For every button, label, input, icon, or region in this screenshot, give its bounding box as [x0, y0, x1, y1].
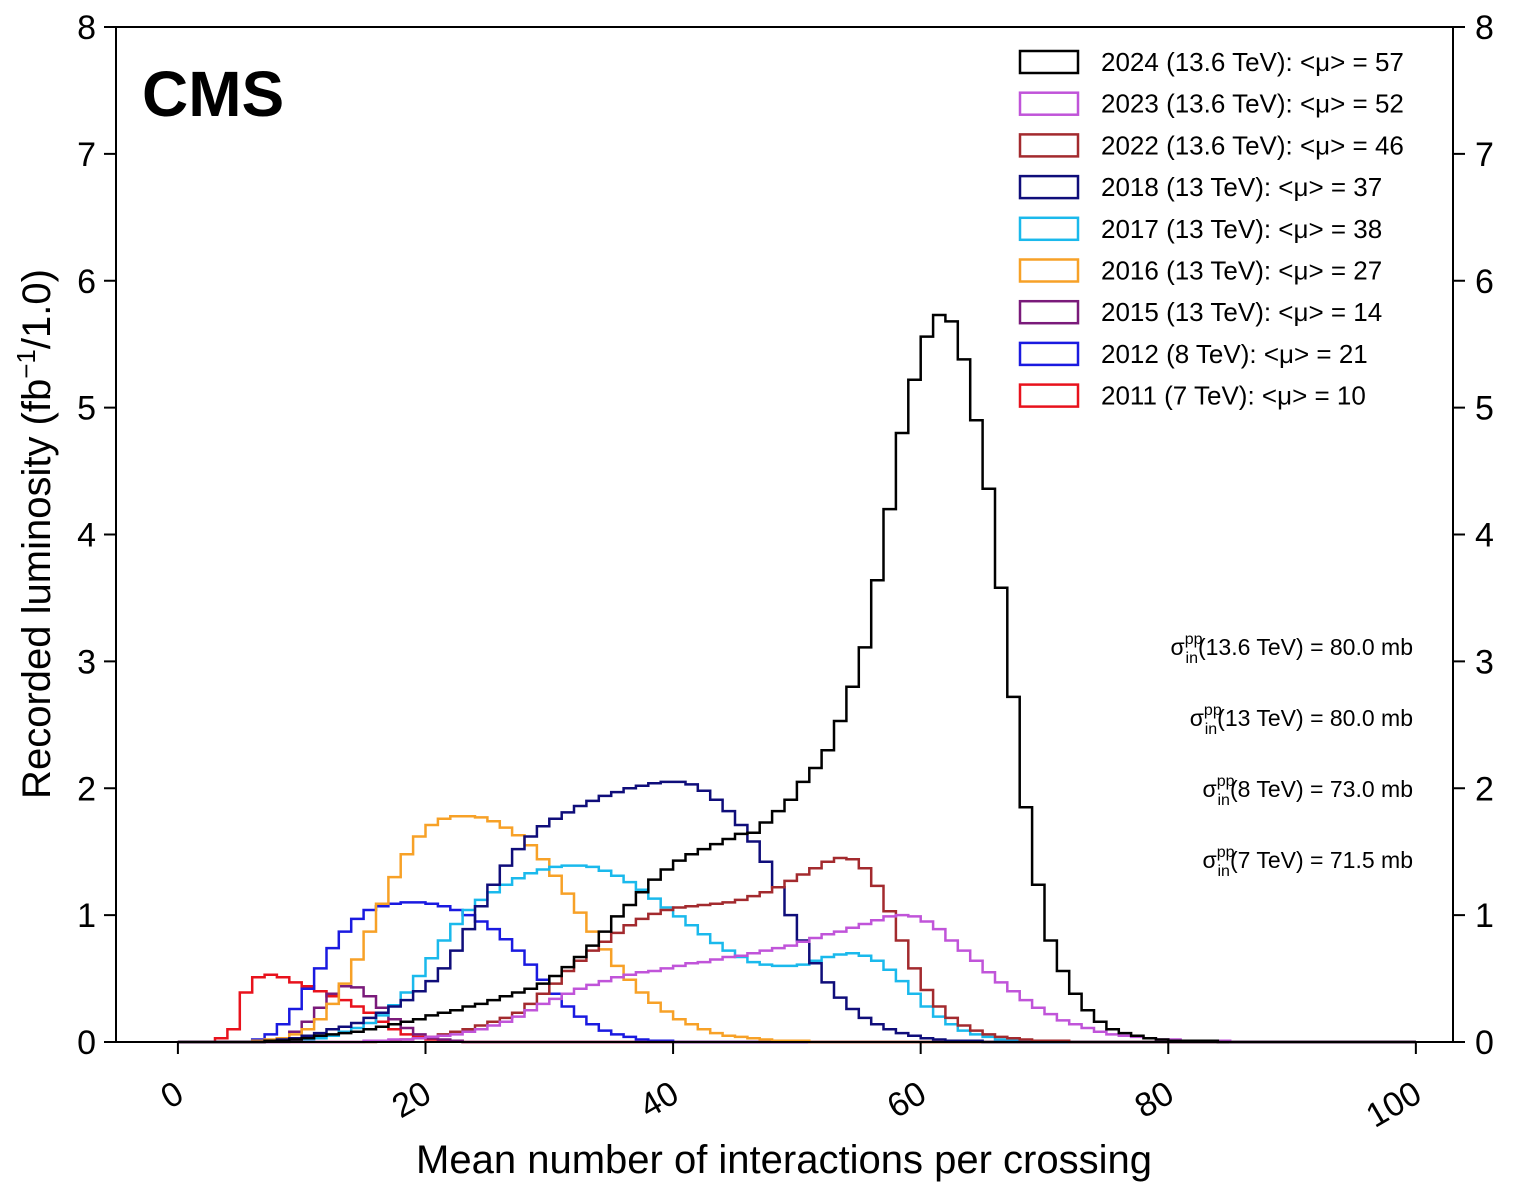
- y-tick-label-left: 0: [77, 1024, 96, 1062]
- legend-swatch: [1018, 216, 1080, 242]
- y-axis-title-suffix: /1.0): [15, 269, 59, 349]
- cross-section-value: (13.6 TeV) = 80.0 mb: [1198, 634, 1413, 660]
- y-tick-label-right: 6: [1475, 263, 1494, 301]
- x-axis-title: Mean number of interactions per crossing: [416, 1138, 1152, 1182]
- x-tick-label: 80: [1129, 1074, 1181, 1126]
- cross-section-label: σpp in(13 TeV) = 80.0 mb: [1190, 702, 1413, 738]
- y-tick-label-right: 3: [1475, 643, 1494, 681]
- legend-swatch: [1018, 91, 1080, 116]
- cross-section-label: σpp in(13.6 TeV) = 80.0 mb: [1171, 631, 1413, 667]
- legend-entry-2023: 2023 (13.6 TeV): <μ> = 52: [1018, 89, 1404, 119]
- legend-swatch: [1018, 258, 1080, 283]
- y-axis-title-sup: −1: [11, 349, 41, 379]
- legend: 2024 (13.6 TeV): <μ> = 57 2023 (13.6 TeV)…: [1018, 47, 1404, 411]
- y-axis-title: Recorded luminosity (fb−1/1.0): [11, 269, 59, 799]
- y-tick-label-left: 1: [77, 897, 96, 935]
- x-tick-label: 40: [633, 1074, 685, 1126]
- legend-entry-2011: 2011 (7 TeV): <μ> = 10: [1018, 381, 1366, 411]
- series-layer: [177, 313, 1416, 1044]
- y-tick-label-right: 1: [1475, 897, 1494, 935]
- series-2024-histogram: [177, 313, 1416, 1044]
- y-tick-label-left: 5: [77, 390, 96, 428]
- legend-label: 2011 (7 TeV): <μ> = 10: [1101, 381, 1366, 411]
- cross-section-value: (8 TeV) = 73.0 mb: [1230, 776, 1413, 802]
- y-tick-label-right: 7: [1475, 136, 1494, 174]
- y-tick-label-right: 0: [1475, 1024, 1494, 1062]
- y-tick-label-right: 2: [1475, 770, 1494, 808]
- y-axis-title-prefix: Recorded luminosity (fb: [15, 379, 59, 799]
- x-tick-label: 100: [1360, 1074, 1428, 1135]
- legend-label: 2023 (13.6 TeV): <μ> = 52: [1101, 89, 1404, 119]
- legend-entry-2012: 2012 (8 TeV): <μ> = 21: [1018, 339, 1368, 369]
- y-tick-label-left: 3: [77, 643, 96, 681]
- legend-label: 2015 (13 TeV): <μ> = 14: [1101, 297, 1382, 327]
- cross-section-label: σpp in(7 TeV) = 71.5 mb: [1203, 844, 1414, 880]
- cross-section-label: σpp in(8 TeV) = 73.0 mb: [1203, 773, 1414, 809]
- sigma-symbol: σ: [1203, 776, 1217, 802]
- sigma-sub: in: [1186, 650, 1198, 667]
- y-tick-label-right: 4: [1475, 517, 1494, 555]
- legend-label: 2022 (13.6 TeV): <μ> = 46: [1101, 130, 1404, 160]
- sigma-symbol: σ: [1171, 634, 1185, 660]
- x-tick-label: 0: [155, 1074, 190, 1116]
- sigma-sup: pp: [1217, 844, 1235, 861]
- legend-entry-2016: 2016 (13 TeV): <μ> = 27: [1018, 256, 1382, 286]
- legend-label: 2017 (13 TeV): <μ> = 38: [1101, 214, 1382, 244]
- legend-entry-2017: 2017 (13 TeV): <μ> = 38: [1018, 214, 1382, 244]
- sigma-symbol: σ: [1203, 847, 1217, 873]
- y-tick-label-right: 5: [1475, 390, 1494, 428]
- sigma-sup: pp: [1217, 773, 1235, 790]
- y-tick-label-left: 2: [77, 770, 96, 808]
- sigma-symbol: σ: [1190, 705, 1204, 731]
- y-axis-ticks: 0 0 1 1 2 2 3 3 4 4 5 5 6 6 7 7 8 8: [77, 9, 1494, 1062]
- legend-swatch: [1018, 299, 1080, 325]
- y-tick-label-left: 8: [77, 9, 96, 47]
- legend-swatch: [1018, 174, 1080, 200]
- sigma-sup: pp: [1185, 631, 1203, 648]
- y-tick-label-left: 6: [77, 263, 96, 301]
- cross-section-value: (7 TeV) = 71.5 mb: [1230, 847, 1413, 873]
- y-tick-label-left: 4: [77, 517, 96, 555]
- legend-label: 2024 (13.6 TeV): <μ> = 57: [1101, 47, 1404, 77]
- series-2015-histogram: [177, 984, 1416, 1044]
- x-tick-label: 60: [881, 1074, 933, 1126]
- legend-swatch: [1018, 341, 1080, 367]
- legend-label: 2018 (13 TeV): <μ> = 37: [1101, 172, 1382, 202]
- x-axis-ticks: 0 20 40 60 80 100: [155, 1042, 1428, 1135]
- y-tick-label-left: 7: [77, 136, 96, 174]
- cross-section-value: (13 TeV) = 80.0 mb: [1217, 705, 1413, 731]
- legend-label: 2016 (13 TeV): <μ> = 27: [1101, 256, 1382, 286]
- legend-swatch: [1018, 133, 1080, 158]
- legend-label: 2012 (8 TeV): <μ> = 21: [1101, 339, 1368, 369]
- x-tick-label: 20: [386, 1074, 438, 1126]
- legend-entry-2018: 2018 (13 TeV): <μ> = 37: [1018, 172, 1382, 202]
- legend-entry-2015: 2015 (13 TeV): <μ> = 14: [1018, 297, 1382, 327]
- y-tick-label-right: 8: [1475, 9, 1494, 47]
- sigma-sub: in: [1218, 792, 1230, 809]
- sigma-sub: in: [1205, 721, 1217, 738]
- legend-swatch: [1018, 383, 1080, 408]
- legend-swatch: [1018, 49, 1080, 75]
- legend-entry-2024: 2024 (13.6 TeV): <μ> = 57: [1018, 47, 1404, 77]
- sigma-sub: in: [1218, 863, 1230, 880]
- experiment-label: CMS: [142, 58, 284, 130]
- legend-entry-2022: 2022 (13.6 TeV): <μ> = 46: [1018, 130, 1404, 160]
- sigma-sup: pp: [1204, 702, 1222, 719]
